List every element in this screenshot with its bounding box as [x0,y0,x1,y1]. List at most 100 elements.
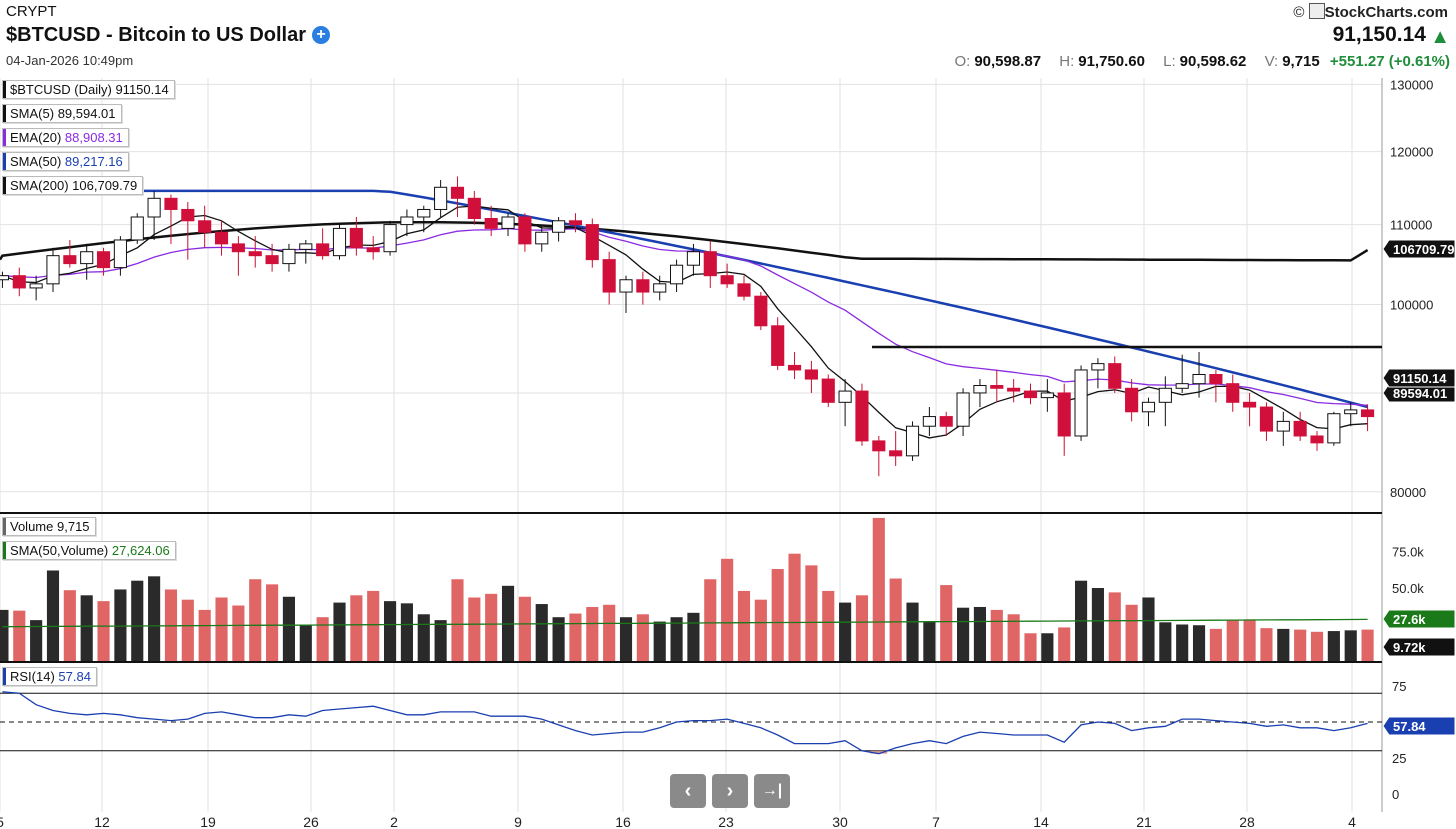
volume-bar [1344,630,1357,661]
volume-bar [1294,629,1307,661]
candle-57 [956,388,970,436]
candle-17 [282,243,296,272]
brand-logo[interactable]: © StockCharts.com [1293,3,1448,21]
volume-bar [822,590,835,661]
scroll-back-button[interactable]: ‹ [670,774,706,808]
candle-body [720,275,734,285]
candle-49 [821,374,835,408]
candle-30 [501,213,515,237]
candle-body [568,220,583,226]
candle-body [1108,363,1122,389]
volume-bar [249,579,262,661]
volume-bar [1007,614,1020,661]
candle-61 [1023,383,1038,405]
legend-ema20: EMA(20) 88,908.31 [2,128,129,147]
volume-bar [687,612,700,661]
volume-bar [1209,628,1222,661]
date-tick-label: 30 [832,814,848,829]
price-tick-label: 130000 [1390,77,1433,92]
candle-10 [164,194,178,244]
date-tick-label: 4 [1348,814,1356,829]
volume-bar [148,576,161,661]
candle-72 [1209,369,1223,403]
candle-body [518,216,532,245]
low-key: L: [1163,53,1176,70]
volume-bar [30,620,43,661]
tag-text: 57.84 [1393,719,1426,734]
add-symbol-icon[interactable]: + [312,26,331,44]
date-tick-label: 14 [1033,814,1049,829]
volume-bar [1159,622,1172,661]
candle-28 [467,190,481,225]
volume-bar [518,596,531,661]
candle-body [1209,374,1223,385]
candle-body [653,283,667,293]
tag-text: 27.6k [1393,612,1426,627]
date-tick-label: 9 [514,814,522,829]
volume-bar [569,613,582,661]
candle-body [855,390,869,442]
candle-27 [450,176,465,217]
ema20-line [2,227,1368,406]
candle-16 [265,243,279,272]
scroll-to-end-button[interactable]: →| [754,774,790,808]
candle-body [12,275,26,289]
volume-bar [114,589,127,661]
candle-32 [535,224,549,252]
open-key: O: [954,53,971,70]
volume-bar [367,590,380,661]
volume-bar [940,585,953,661]
volume-bar [181,599,194,661]
volume-bar [603,604,616,661]
volume-bar [906,602,919,661]
candle-body [214,231,229,245]
volume-bar [451,579,464,661]
volume-bar [619,617,633,661]
volume-bar [46,570,60,661]
candle-body [1040,392,1054,399]
candle-19 [316,228,330,260]
volume-bar [990,609,1003,661]
candle-body [585,224,599,261]
rsi-tick-label: 25 [1392,751,1406,766]
scroll-forward-button[interactable]: › [712,774,748,808]
candle-36 [602,251,616,305]
volume-bar [1260,628,1273,661]
candle-25 [417,205,431,233]
stockcharts-logo-icon [1308,3,1325,19]
candle-body [400,216,414,226]
volume-bar [215,597,228,661]
legend-sma200: SMA(200) 106,709.79 [2,176,144,195]
volume-bar [1024,633,1037,661]
volume-bar [13,610,26,661]
candle-20 [332,224,347,260]
candle-66 [1108,356,1122,393]
candle-43 [720,263,734,288]
legend-volume-sma: SMA(50,Volume) 27,624.06 [2,541,176,560]
volume-bar [80,595,93,661]
candle-body [1293,420,1307,437]
volume-tick-label: 50.0k [1392,581,1424,596]
candle-73 [1226,374,1240,412]
candle-48 [804,360,818,393]
candle-13 [214,220,229,256]
candle-5 [80,243,94,280]
volume-bar [333,602,346,661]
candle-body [299,243,313,250]
candle-body [973,385,987,394]
candle-56 [939,411,953,436]
volume-bar [535,604,548,661]
candle-body [838,390,852,403]
candle-body [198,220,212,233]
candle-45 [754,292,768,331]
rsi-tick-label: 75 [1392,679,1406,694]
volume-bar [973,606,987,661]
volume-bar [232,605,245,661]
candle-62 [1040,379,1054,412]
candle-body [46,255,60,285]
candle-80 [1344,402,1358,427]
candle-body [63,255,77,265]
candle-body [670,264,684,285]
candle-70 [1175,354,1189,393]
